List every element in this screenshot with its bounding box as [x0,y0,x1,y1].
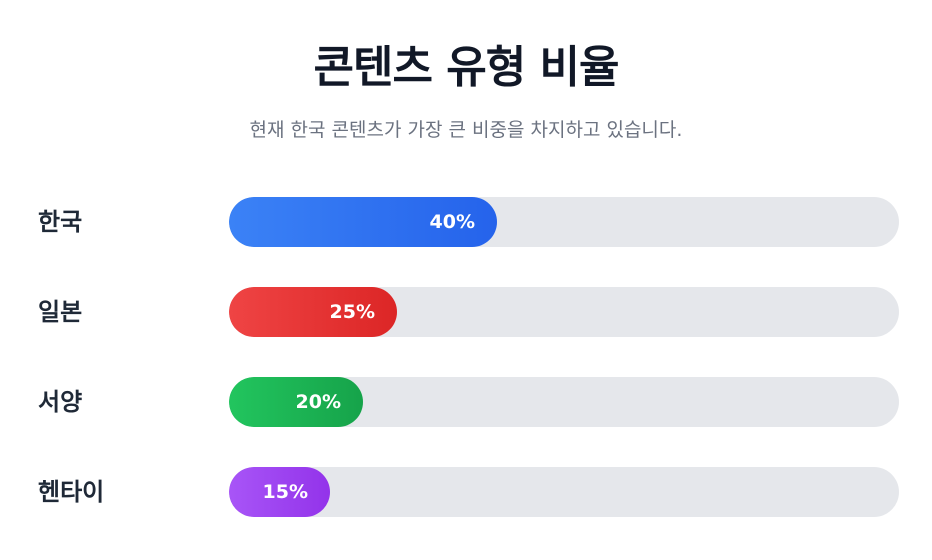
bar: 25% [229,287,397,337]
bar-track: 40% [229,197,899,247]
value-label: 25% [329,301,375,323]
bar: 15% [229,467,330,517]
value-label: 15% [262,481,308,503]
bar-track: 15% [229,467,899,517]
bar-row: 일본 25% [0,287,932,337]
bar: 40% [229,197,497,247]
bar-row: 헨타이 15% [0,467,932,517]
bar-row: 서양 20% [0,377,932,427]
bar-track: 25% [229,287,899,337]
bar-row: 한국 40% [0,197,932,247]
value-label: 20% [295,391,341,413]
value-label: 40% [429,211,475,233]
chart-title: 콘텐츠 유형 비율 [313,42,620,93]
category-label: 한국 [38,208,83,236]
bar-rows: 한국 40% 일본 25% 서양 20% 헨타이 [0,197,932,557]
chart-subtitle: 현재 한국 콘텐츠가 가장 큰 비중을 차지하고 있습니다. [249,119,683,141]
bar-track: 20% [229,377,899,427]
category-label: 일본 [38,298,83,326]
category-label: 서양 [38,388,83,416]
category-label: 헨타이 [38,478,105,506]
bar: 20% [229,377,363,427]
